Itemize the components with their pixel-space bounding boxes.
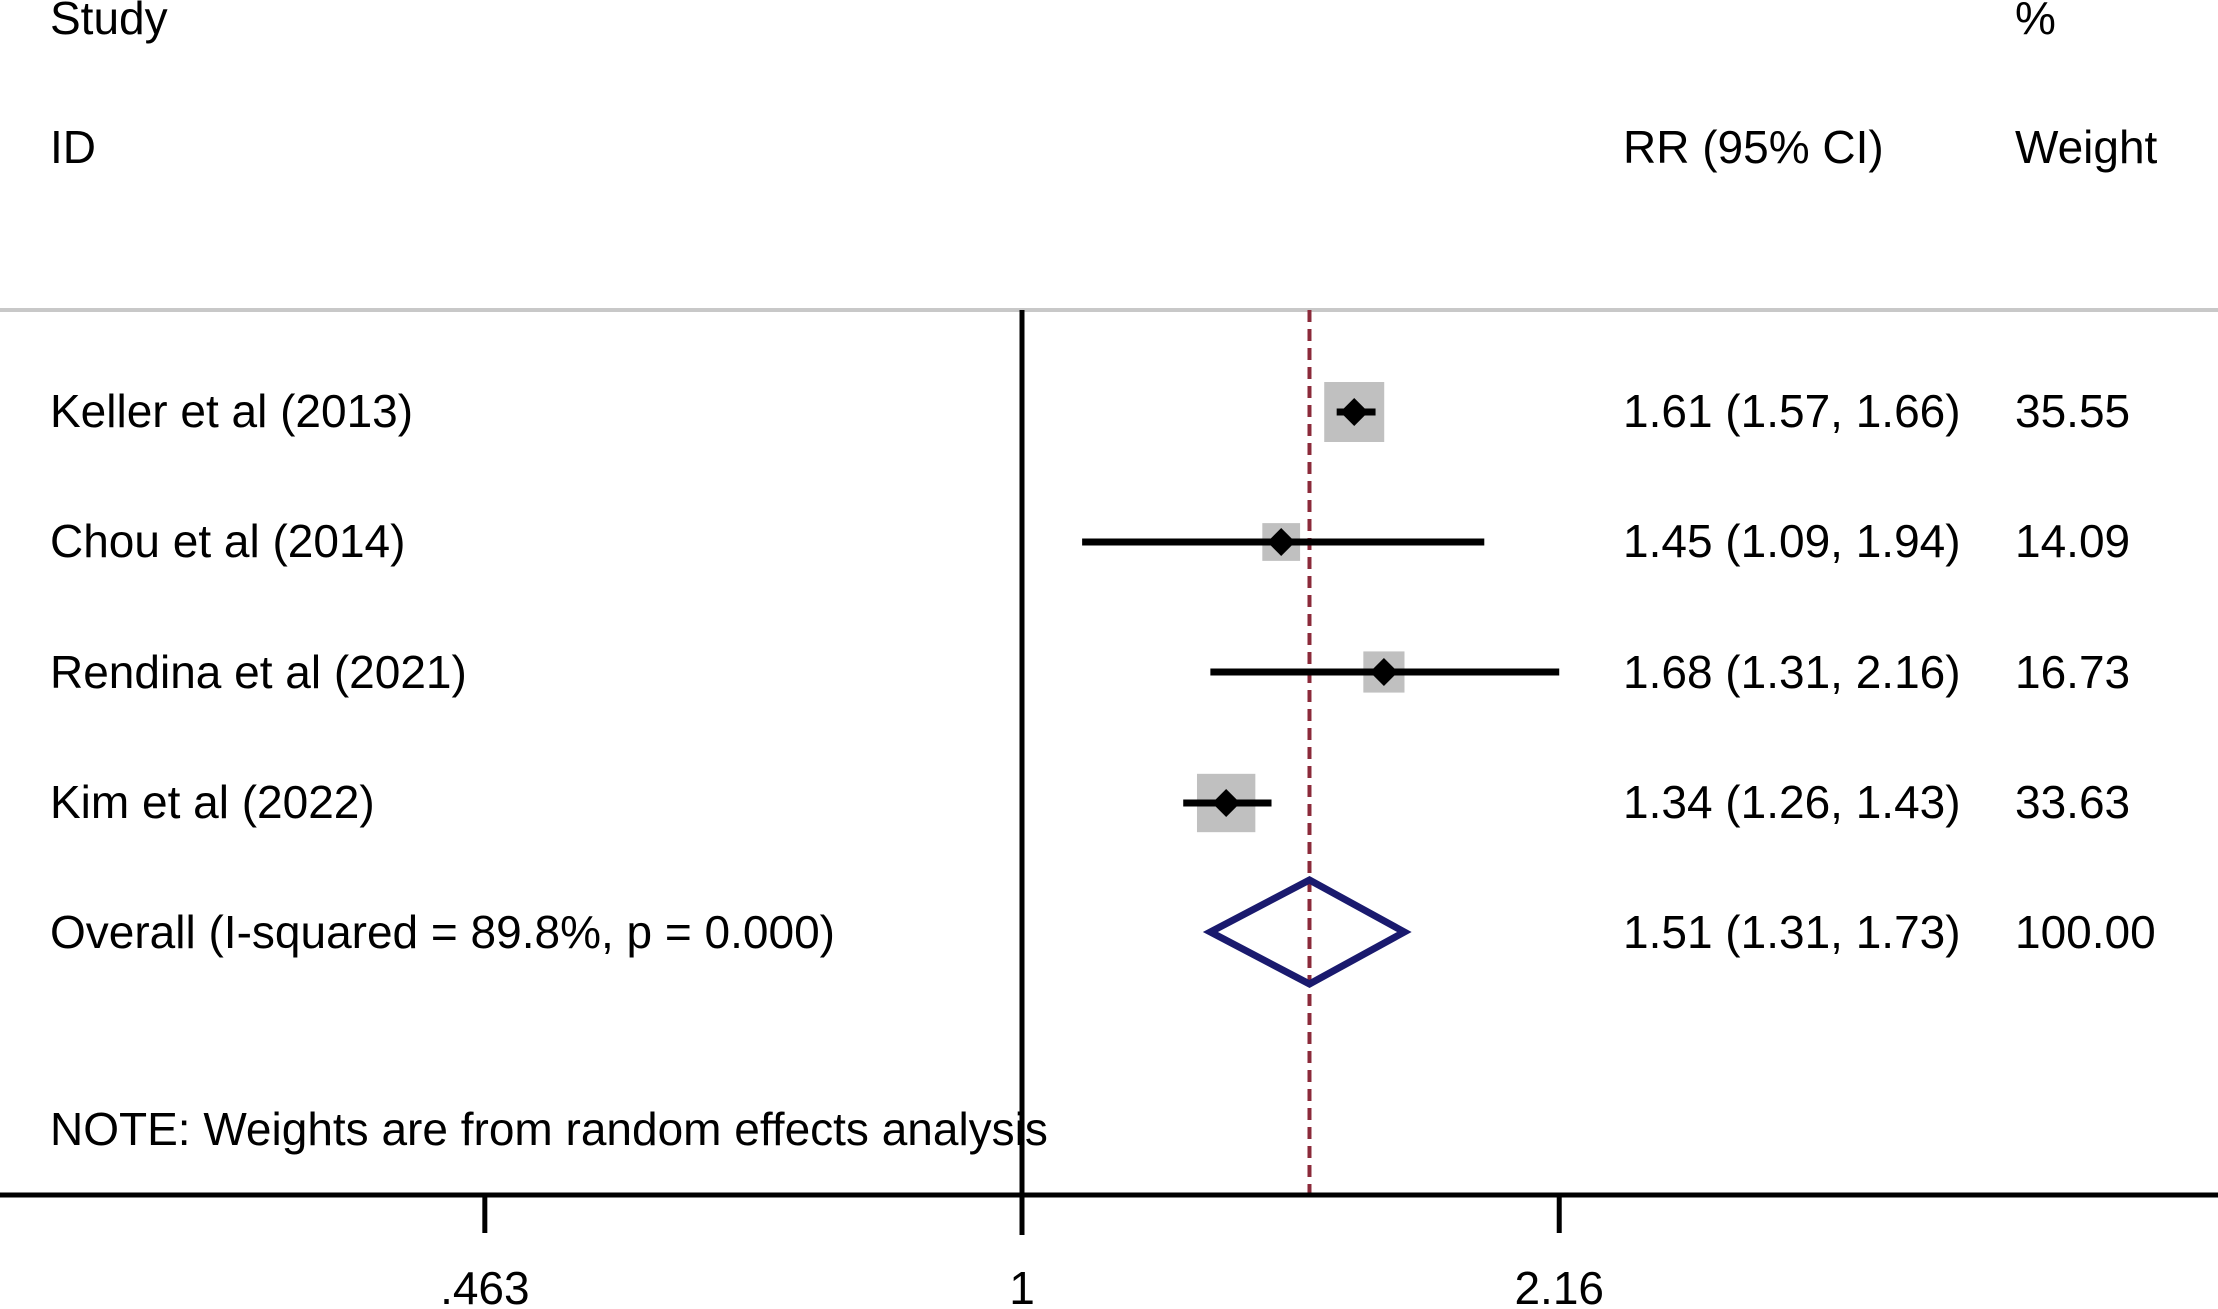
- study-row: Chou et al (2014) 1.45 (1.09, 1.94) 14.0…: [50, 515, 2130, 567]
- study-ci-text: 1.34 (1.26, 1.43): [1623, 776, 1961, 828]
- study-ci-text: 1.61 (1.57, 1.66): [1623, 385, 1961, 437]
- point-estimate-marker: [1267, 528, 1296, 556]
- header-study: Study: [50, 0, 168, 44]
- x-tick-label: 1: [1009, 1262, 1035, 1309]
- overall-row: Overall (I-squared = 89.8%, p = 0.000) 1…: [50, 906, 2156, 958]
- study-label: Kim et al (2022): [50, 776, 375, 828]
- study-label: Rendina et al (2021): [50, 646, 467, 698]
- point-estimate-marker: [1369, 658, 1398, 686]
- overall-diamond: [1202, 876, 1412, 988]
- point-estimate-marker: [1340, 398, 1369, 426]
- overall-label: Overall (I-squared = 89.8%, p = 0.000): [50, 906, 835, 958]
- study-weight: 16.73: [2015, 646, 2130, 698]
- point-estimate-marker: [1212, 789, 1241, 817]
- study-row: Kim et al (2022) 1.34 (1.26, 1.43) 33.63: [50, 776, 2130, 828]
- header-percent: %: [2015, 0, 2056, 44]
- x-ticks: .463 1 2.16: [440, 1195, 1604, 1309]
- note-text: NOTE: Weights are from random effects an…: [50, 1103, 1048, 1155]
- study-weight: 33.63: [2015, 776, 2130, 828]
- study-row: Keller et al (2013) 1.61 (1.57, 1.66) 35…: [50, 385, 2130, 437]
- x-tick-label: 2.16: [1514, 1262, 1604, 1309]
- study-label: Chou et al (2014): [50, 515, 405, 567]
- study-ci-text: 1.68 (1.31, 2.16): [1623, 646, 1961, 698]
- study-label: Keller et al (2013): [50, 385, 413, 437]
- header-weight: Weight: [2015, 121, 2158, 173]
- x-tick-label: .463: [440, 1262, 530, 1309]
- study-ci-text: 1.45 (1.09, 1.94): [1623, 515, 1961, 567]
- header-id: ID: [50, 121, 96, 173]
- overall-weight: 100.00: [2015, 906, 2156, 958]
- study-weight: 14.09: [2015, 515, 2130, 567]
- overall-ci-text: 1.51 (1.31, 1.73): [1623, 906, 1961, 958]
- header-effect: RR (95% CI): [1623, 121, 1884, 173]
- study-weight: 35.55: [2015, 385, 2130, 437]
- plot-marks: [1019, 310, 1560, 1235]
- study-row: Rendina et al (2021) 1.68 (1.31, 2.16) 1…: [50, 646, 2130, 698]
